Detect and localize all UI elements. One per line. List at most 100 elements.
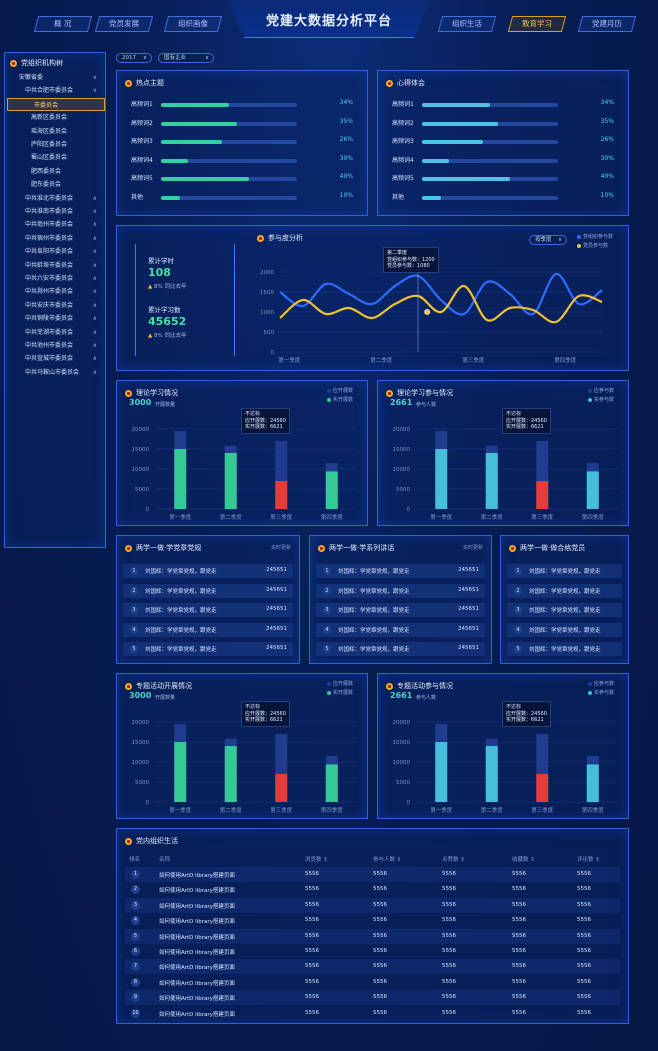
org-tree-item[interactable]: 中共芜湖市委员会 ∧	[5, 326, 105, 339]
table-row[interactable]: 3 如何使用ArtD library搭建页面 5556 5556 5556 5556 555…	[125, 897, 620, 913]
org-tree-item[interactable]: 中共池州市委员会 ∧	[5, 339, 105, 352]
chevron-down-icon[interactable]: ∨	[92, 74, 97, 81]
triangle-up-icon: ▲	[148, 284, 154, 290]
chevron-up-icon[interactable]: ∧	[92, 208, 97, 215]
chevron-up-icon[interactable]: ∧	[92, 342, 97, 349]
list-item[interactable]: 5 刘国辉：学党章党规，跟党走	[509, 643, 620, 655]
nav-calendar[interactable]: 党建月历	[577, 16, 637, 32]
chevron-up-icon[interactable]: ∧	[92, 328, 97, 336]
table-cell: 5556	[512, 1009, 526, 1016]
sortable-column-header[interactable]: 浏览数 ⇕	[305, 857, 328, 863]
org-tree-item[interactable]: 中共合肥市委员会 ∨	[5, 84, 105, 97]
chevron-up-icon[interactable]: ∧	[92, 315, 97, 323]
sortable-column-header[interactable]: 点赞数 ⇕	[442, 857, 465, 863]
table-row[interactable]: 5 如何使用ArtD library搭建页面 5556 5556 5556 5556 555…	[125, 928, 620, 944]
nav-org-profile[interactable]: 组织画像	[163, 16, 223, 32]
org-tree-item[interactable]: 中共亳州市委员会 ∧	[5, 218, 105, 231]
list-item[interactable]: 1 刘国辉：学党章党规，跟党走	[509, 565, 620, 577]
sortable-column-header[interactable]: 参与人数 ⇕	[373, 857, 402, 863]
org-tree-item[interactable]: 肥西委员会	[5, 165, 105, 178]
list-item[interactable]: 3 刘国辉：学党章党规，跟党走	[509, 604, 620, 616]
chevron-down-icon[interactable]: ∨	[92, 87, 97, 95]
org-tree-item[interactable]: 肥东委员会	[5, 178, 105, 191]
chevron-up-icon[interactable]: ∧	[92, 221, 97, 229]
table-row[interactable]: 6 如何使用ArtD library搭建页面 5556 5556 5556 5556 555…	[125, 944, 620, 959]
chevron-up-icon[interactable]: ∧	[92, 368, 97, 376]
org-tree-item[interactable]: 中共滁州市委员会 ∧	[5, 285, 105, 298]
org-tree-item[interactable]: 安徽省委 ∨	[5, 71, 105, 84]
period-select[interactable]: 按季度 ∨	[529, 235, 567, 245]
bar-actual[interactable]	[435, 742, 448, 802]
list-item[interactable]: 2 刘国辉：学党章党规，跟党走	[509, 585, 620, 597]
bar-actual[interactable]	[224, 746, 237, 802]
table-row[interactable]: 8 如何使用ArtD library搭建页面 5556 5556 5556 5556 555…	[125, 975, 620, 990]
table-row[interactable]: 2 如何使用ArtD library搭建页面 5556 5556 5556 5556 555…	[125, 882, 620, 897]
bar-actual[interactable]	[275, 481, 288, 509]
org-tree-item[interactable]: 中共阜阳市委员会 ∧	[5, 245, 105, 258]
list-item[interactable]: 1 刘国辉：学党章党规，跟党走 245651	[125, 565, 291, 577]
list-item[interactable]: 5 刘国辉：学党章党规，跟党走 245651	[318, 643, 483, 655]
list-item[interactable]: 1 刘国辉：学党章党规，跟党走 245651	[318, 565, 483, 577]
org-tree-item[interactable]: 中共淮北市委员会 ∧	[5, 192, 105, 205]
bar-actual[interactable]	[485, 746, 498, 802]
sortable-column-header[interactable]: 评论数 ⇕	[577, 857, 600, 863]
table-row[interactable]: 1 如何使用ArtD library搭建页面 5556 5556 5556 5556 555…	[125, 867, 620, 882]
year-select[interactable]: 2017 ∨	[116, 53, 152, 63]
org-tree-item[interactable]: 市委员会	[7, 97, 105, 111]
org-tree-item[interactable]: 中共铜陵市委员会 ∧	[5, 312, 105, 325]
chevron-up-icon[interactable]: ∧	[92, 275, 97, 282]
bar-actual[interactable]	[536, 774, 549, 802]
table-row[interactable]: 4 如何使用ArtD library搭建页面 5556 5556 5556 5556 555…	[125, 913, 620, 928]
bar-actual[interactable]	[224, 453, 237, 509]
org-tree-item[interactable]: 中共宣城市委员会 ∧	[5, 352, 105, 365]
nav-overview[interactable]: 概 况	[33, 16, 93, 32]
table-row[interactable]: 9 如何使用ArtD library搭建页面 5556 5556 5556 5556 555…	[125, 990, 620, 1006]
chevron-up-icon[interactable]: ∧	[92, 194, 97, 202]
org-tree-item[interactable]: 中共马鞍山市委员会 ∧	[5, 366, 105, 379]
chevron-up-icon[interactable]: ∧	[92, 234, 97, 242]
bar-actual[interactable]	[586, 471, 599, 509]
list-item[interactable]: 4 刘国辉：学党章党规，跟党走 245651	[318, 624, 483, 636]
chevron-up-icon[interactable]: ∧	[92, 355, 97, 363]
bar-actual[interactable]	[435, 449, 448, 509]
chevron-up-icon[interactable]: ∧	[92, 248, 97, 256]
org-tree-item[interactable]: 高新区委员会	[5, 111, 105, 124]
org-type-select[interactable]: 国有企业 ∨	[158, 53, 214, 63]
org-tree-item[interactable]: 蜀山区委员会	[5, 151, 105, 164]
series-line	[279, 272, 603, 316]
list-item[interactable]: 2 刘国辉：学党章党规，跟党走 245651	[125, 585, 291, 597]
bar-actual[interactable]	[485, 453, 498, 509]
chevron-up-icon[interactable]: ∧	[92, 261, 97, 269]
list-item-text: 刘国辉：学党章党规，跟党走	[338, 647, 410, 654]
nav-org-life[interactable]: 组织生活	[437, 16, 497, 32]
list-item[interactable]: 2 刘国辉：学党章党规，跟党走 245651	[318, 585, 483, 597]
bar-actual[interactable]	[536, 481, 549, 509]
table-row[interactable]: 7 如何使用ArtD library搭建页面 5556 5556 5556 5556 555…	[125, 959, 620, 975]
bar-actual[interactable]	[325, 471, 338, 509]
bar-actual[interactable]	[275, 774, 288, 802]
list-item[interactable]: 4 刘国辉：学党章党规，跟党走 245651	[125, 624, 291, 636]
list-item[interactable]: 5 刘国辉：学党章党规，跟党走 245651	[125, 643, 291, 655]
org-tree-item[interactable]: 中共蚌埠市委员会 ∧	[5, 259, 105, 272]
bar-actual[interactable]	[174, 742, 187, 802]
topic-fill	[422, 103, 490, 107]
nav-education[interactable]: 教育学习	[507, 16, 567, 32]
list-item[interactable]: 3 刘国辉：学党章党规，跟党走 245651	[125, 604, 291, 616]
list-item[interactable]: 4 刘国辉：学党章党规，跟党走	[509, 624, 620, 636]
stats-box: 累计学时 108 ▲ 8% 同比去年 累计学习数 45652 ▲ 8% 同比去年	[135, 244, 235, 356]
sortable-column-header[interactable]: 收藏数 ⇕	[512, 857, 535, 863]
org-tree-item[interactable]: 瑶海区委员会	[5, 125, 105, 138]
org-tree-item[interactable]: 庐阳区委员会	[5, 138, 105, 151]
bar-actual[interactable]	[325, 764, 338, 802]
bar-actual[interactable]	[586, 764, 599, 802]
bar-actual[interactable]	[174, 449, 187, 509]
nav-member-development[interactable]: 党员发展	[94, 16, 154, 32]
org-tree-item[interactable]: 中共六安市委员会 ∧	[5, 272, 105, 285]
org-tree-item[interactable]: 中共安庆市委员会 ∧	[5, 299, 105, 312]
list-item[interactable]: 3 刘国辉：学党章党规，跟党走 245651	[318, 604, 483, 616]
org-tree-item[interactable]: 中共宿州市委员会 ∧	[5, 232, 105, 245]
org-tree-item[interactable]: 中共淮南市委员会 ∧	[5, 205, 105, 218]
table-row[interactable]: 10 如何使用ArtD library搭建页面 5556 5556 5556 5556 55…	[125, 1006, 620, 1021]
chevron-up-icon[interactable]: ∧	[92, 288, 97, 296]
chevron-up-icon[interactable]: ∧	[92, 301, 97, 309]
